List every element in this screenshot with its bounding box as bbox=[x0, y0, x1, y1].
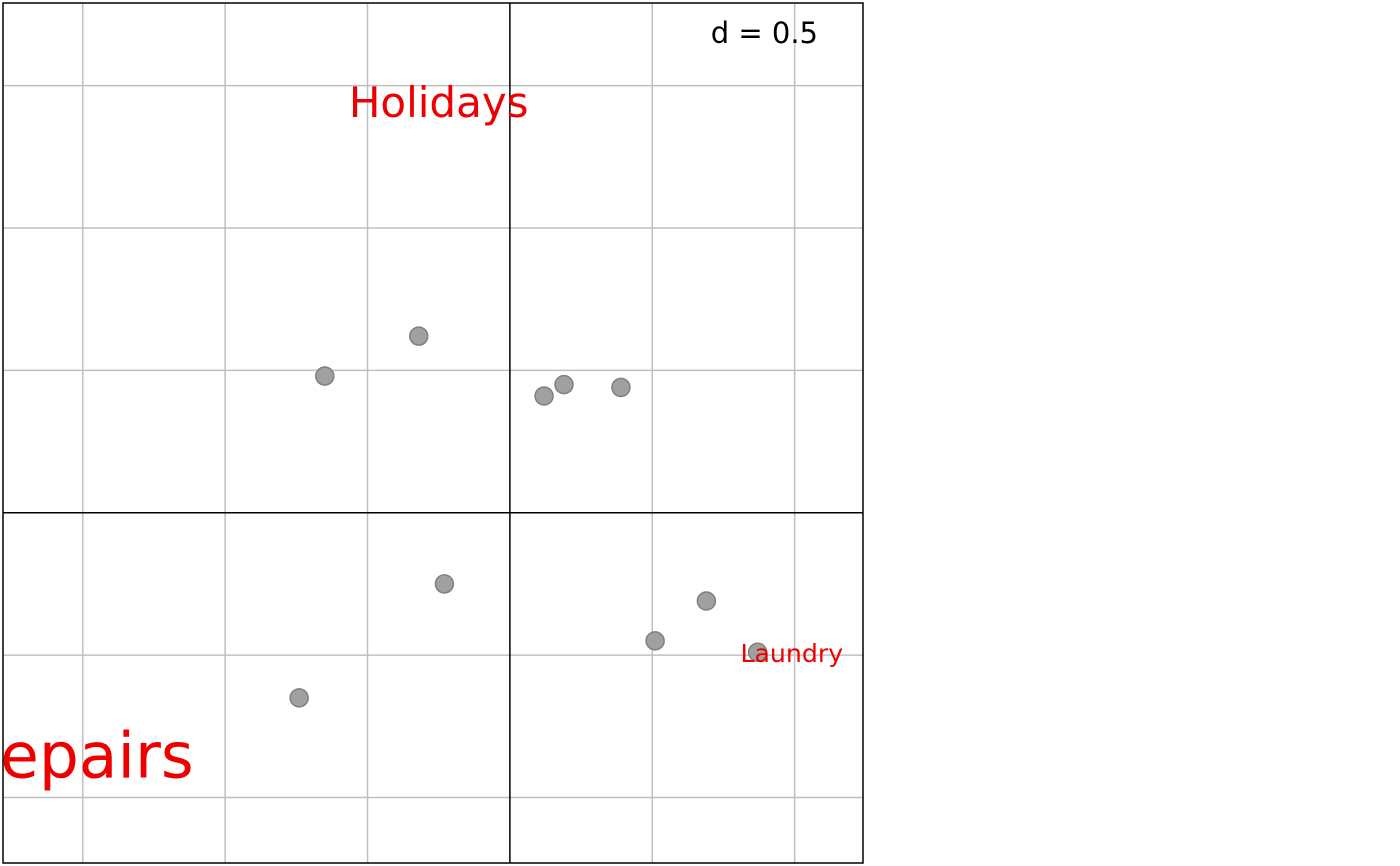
scale-label: d = 0.5 bbox=[711, 16, 818, 50]
data-point bbox=[611, 377, 631, 398]
plot-background bbox=[3, 3, 863, 863]
data-point bbox=[289, 688, 309, 708]
category-label: Laundry bbox=[740, 639, 843, 668]
plot-frame bbox=[2, 2, 864, 864]
category-label: epairs bbox=[0, 720, 194, 793]
data-point bbox=[747, 642, 768, 663]
data-point bbox=[315, 366, 335, 386]
points bbox=[289, 326, 768, 708]
data-point bbox=[409, 326, 429, 346]
axes bbox=[3, 3, 863, 863]
data-point bbox=[434, 574, 455, 594]
data-point bbox=[696, 591, 717, 611]
data-point bbox=[554, 374, 574, 395]
data-point bbox=[534, 386, 554, 406]
data-point bbox=[645, 631, 665, 651]
grid bbox=[3, 3, 863, 863]
category-label: Holidays bbox=[349, 78, 529, 127]
category-labels: Holidays Laundry epairs bbox=[0, 78, 843, 793]
